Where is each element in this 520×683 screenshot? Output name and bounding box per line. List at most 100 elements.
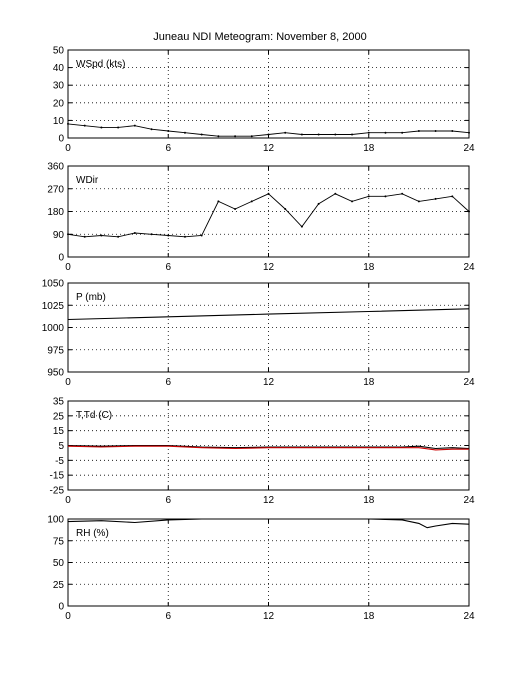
data-point [351, 133, 354, 136]
data-series-line [67, 444, 470, 450]
data-point [300, 225, 303, 228]
data-point [417, 129, 420, 132]
y-tick-label: 35 [53, 397, 65, 408]
x-tick-label: 24 [463, 495, 475, 506]
data-point [200, 133, 203, 136]
y-tick-label: 360 [47, 162, 64, 173]
data-point [100, 234, 103, 237]
y-tick-label: 40 [53, 63, 65, 74]
y-tick-label: 270 [47, 184, 64, 195]
data-point [367, 195, 370, 198]
data-point [133, 124, 136, 127]
data-point [300, 133, 303, 136]
panel-label: WSpd (kts) [76, 59, 125, 70]
x-tick-label: 12 [263, 262, 275, 273]
panel-label: T,Td (C) [76, 410, 112, 421]
x-tick-label: 12 [263, 143, 275, 154]
panel-label: P (mb) [76, 292, 106, 303]
x-tick-label: 6 [165, 262, 171, 273]
y-tick-label: 1000 [42, 323, 65, 334]
x-tick-label: 18 [363, 143, 375, 154]
data-point [451, 195, 454, 198]
data-point [351, 200, 354, 203]
y-tick-label: 50 [53, 46, 65, 57]
x-tick-label: 18 [363, 495, 375, 506]
data-point [183, 131, 186, 134]
data-point [234, 135, 237, 138]
data-point [167, 129, 170, 132]
y-tick-label: 0 [58, 134, 64, 145]
y-tick-label: 25 [53, 411, 65, 422]
x-tick-label: 12 [263, 377, 275, 388]
x-tick-label: 12 [263, 495, 275, 506]
x-tick-label: 6 [165, 143, 171, 154]
y-tick-label: 15 [53, 426, 65, 437]
x-tick-label: 18 [363, 377, 375, 388]
data-point [217, 135, 220, 138]
y-tick-label: 100 [47, 515, 64, 526]
y-tick-label: 90 [53, 230, 65, 241]
x-tick-label: 6 [165, 611, 171, 622]
y-tick-label: -5 [55, 456, 64, 467]
x-tick-label: 18 [363, 611, 375, 622]
panel-label: RH (%) [76, 528, 109, 539]
data-point [217, 200, 220, 203]
y-tick-label: 950 [47, 368, 64, 379]
data-point [183, 235, 186, 238]
x-tick-label: 24 [463, 262, 475, 273]
data-point [317, 202, 320, 205]
data-point [434, 129, 437, 132]
y-tick-label: 1025 [42, 301, 65, 312]
x-tick-label: 0 [65, 377, 71, 388]
data-point [267, 133, 270, 136]
x-tick-label: 6 [165, 377, 171, 388]
x-tick-label: 0 [65, 262, 71, 273]
data-point [334, 192, 337, 195]
data-point [384, 131, 387, 134]
data-point [317, 133, 320, 136]
y-tick-label: 0 [58, 253, 64, 264]
y-tick-label: 75 [53, 536, 65, 547]
data-point [417, 200, 420, 203]
x-tick-label: 6 [165, 495, 171, 506]
data-point [150, 128, 153, 131]
data-point [117, 235, 120, 238]
y-tick-label: 0 [58, 602, 64, 613]
data-point [468, 210, 470, 213]
y-tick-label: -25 [50, 486, 65, 497]
data-point [468, 131, 470, 134]
data-point [434, 197, 437, 200]
y-tick-label: 50 [53, 558, 65, 569]
y-tick-label: 10 [53, 116, 65, 127]
data-point [401, 192, 404, 195]
y-tick-label: 975 [47, 345, 64, 356]
data-point [67, 233, 69, 236]
y-tick-label: 180 [47, 207, 64, 218]
data-point [234, 207, 237, 210]
data-series-line [67, 518, 470, 529]
x-tick-label: 24 [463, 143, 475, 154]
data-point [67, 122, 69, 125]
figure-title: Juneau NDI Meteogram: November 8, 2000 [153, 31, 367, 43]
x-tick-label: 12 [263, 611, 275, 622]
data-point [250, 135, 253, 138]
y-tick-label: -15 [50, 471, 65, 482]
y-tick-label: 25 [53, 580, 65, 591]
data-point [133, 231, 136, 234]
data-point [267, 192, 270, 195]
data-point [451, 129, 454, 132]
data-point [150, 233, 153, 236]
y-tick-label: 20 [53, 98, 65, 109]
x-tick-label: 24 [463, 377, 475, 388]
data-series-line [67, 445, 469, 451]
panel-label: WDir [76, 175, 99, 186]
data-point [284, 131, 287, 134]
data-point [384, 195, 387, 198]
x-tick-label: 18 [363, 262, 375, 273]
y-tick-label: 30 [53, 81, 65, 92]
y-tick-label: 1050 [42, 279, 65, 290]
data-series-line [67, 308, 470, 321]
data-point [100, 126, 103, 129]
data-point [250, 200, 253, 203]
